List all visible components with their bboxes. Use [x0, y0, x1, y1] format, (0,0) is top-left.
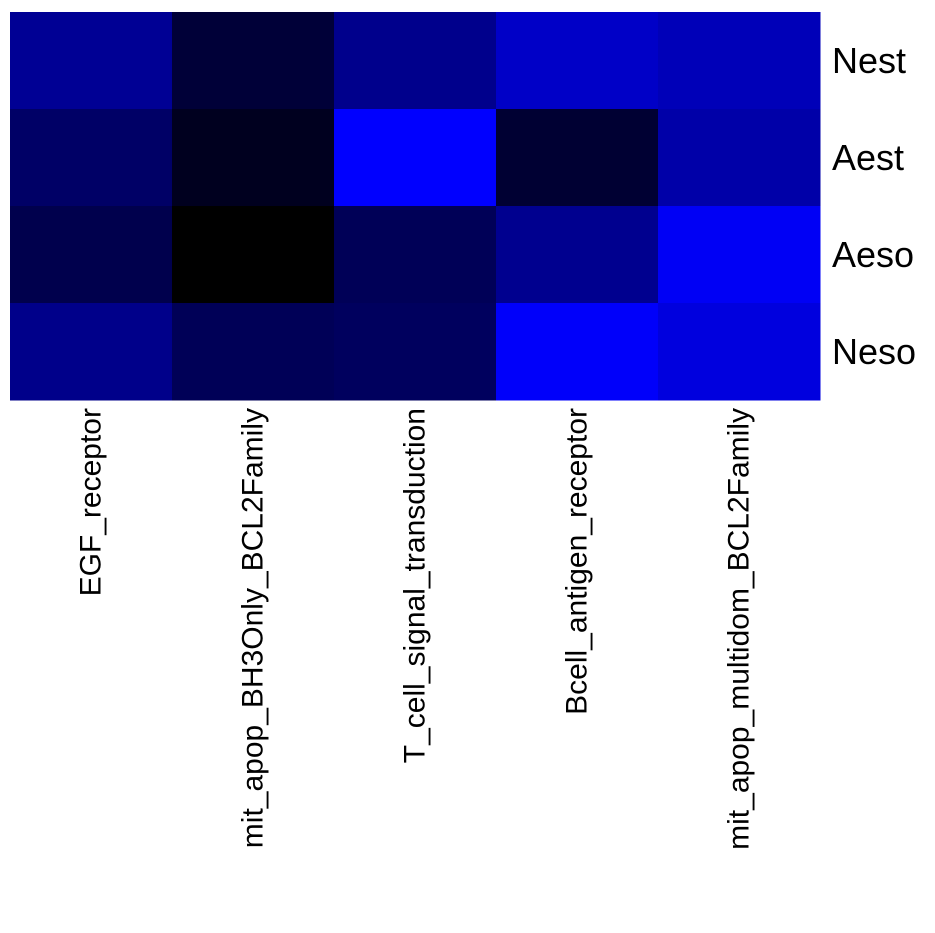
heatmap-cell-aest-0 [10, 109, 173, 207]
row-label-neso: Neso [832, 331, 916, 372]
heatmap-cell-neso-1 [172, 303, 335, 401]
heatmap-cell-aest-3 [496, 109, 659, 207]
heatmap-cell-aeso-2 [334, 206, 497, 304]
heatmap-cell-nest-2 [334, 12, 497, 110]
heatmap-cell-nest-0 [10, 12, 173, 110]
heatmap-cell-nest-1 [172, 12, 335, 110]
row-labels: Nest Aest Aeso Neso [832, 40, 916, 372]
heatmap-cell-nest-4 [658, 12, 821, 110]
column-labels: EGF_receptor mit_apop_BH3Only_BCL2Family T… [75, 408, 756, 850]
row-label-aeso: Aeso [832, 234, 914, 275]
column-label-2: T_cell_signal_transduction [399, 408, 432, 763]
heatmap-cell-aeso-0 [10, 206, 173, 304]
heatmap-cell-nest-3 [496, 12, 659, 110]
heatmap-cell-neso-3 [496, 303, 659, 401]
column-label-0: EGF_receptor [75, 408, 108, 596]
column-label-1: mit_apop_BH3Only_BCL2Family [237, 408, 270, 848]
heatmap-cell-aest-2 [334, 109, 497, 207]
heatmap-cells [10, 12, 821, 401]
heatmap-cell-aeso-3 [496, 206, 659, 304]
column-label-3: Bcell_antigen_receptor [561, 408, 594, 715]
heatmap-cell-neso-2 [334, 303, 497, 401]
row-label-nest: Nest [832, 40, 906, 81]
heatmap-cell-aest-4 [658, 109, 821, 207]
heatmap-cell-aeso-4 [658, 206, 821, 304]
heatmap-cell-aeso-1 [172, 206, 335, 304]
column-label-4: mit_apop_multidom_BCL2Family [723, 408, 756, 850]
heatmap-cell-aest-1 [172, 109, 335, 207]
heatmap-cell-neso-4 [658, 303, 821, 401]
row-label-aest: Aest [832, 137, 904, 178]
heatmap-cell-neso-0 [10, 303, 173, 401]
